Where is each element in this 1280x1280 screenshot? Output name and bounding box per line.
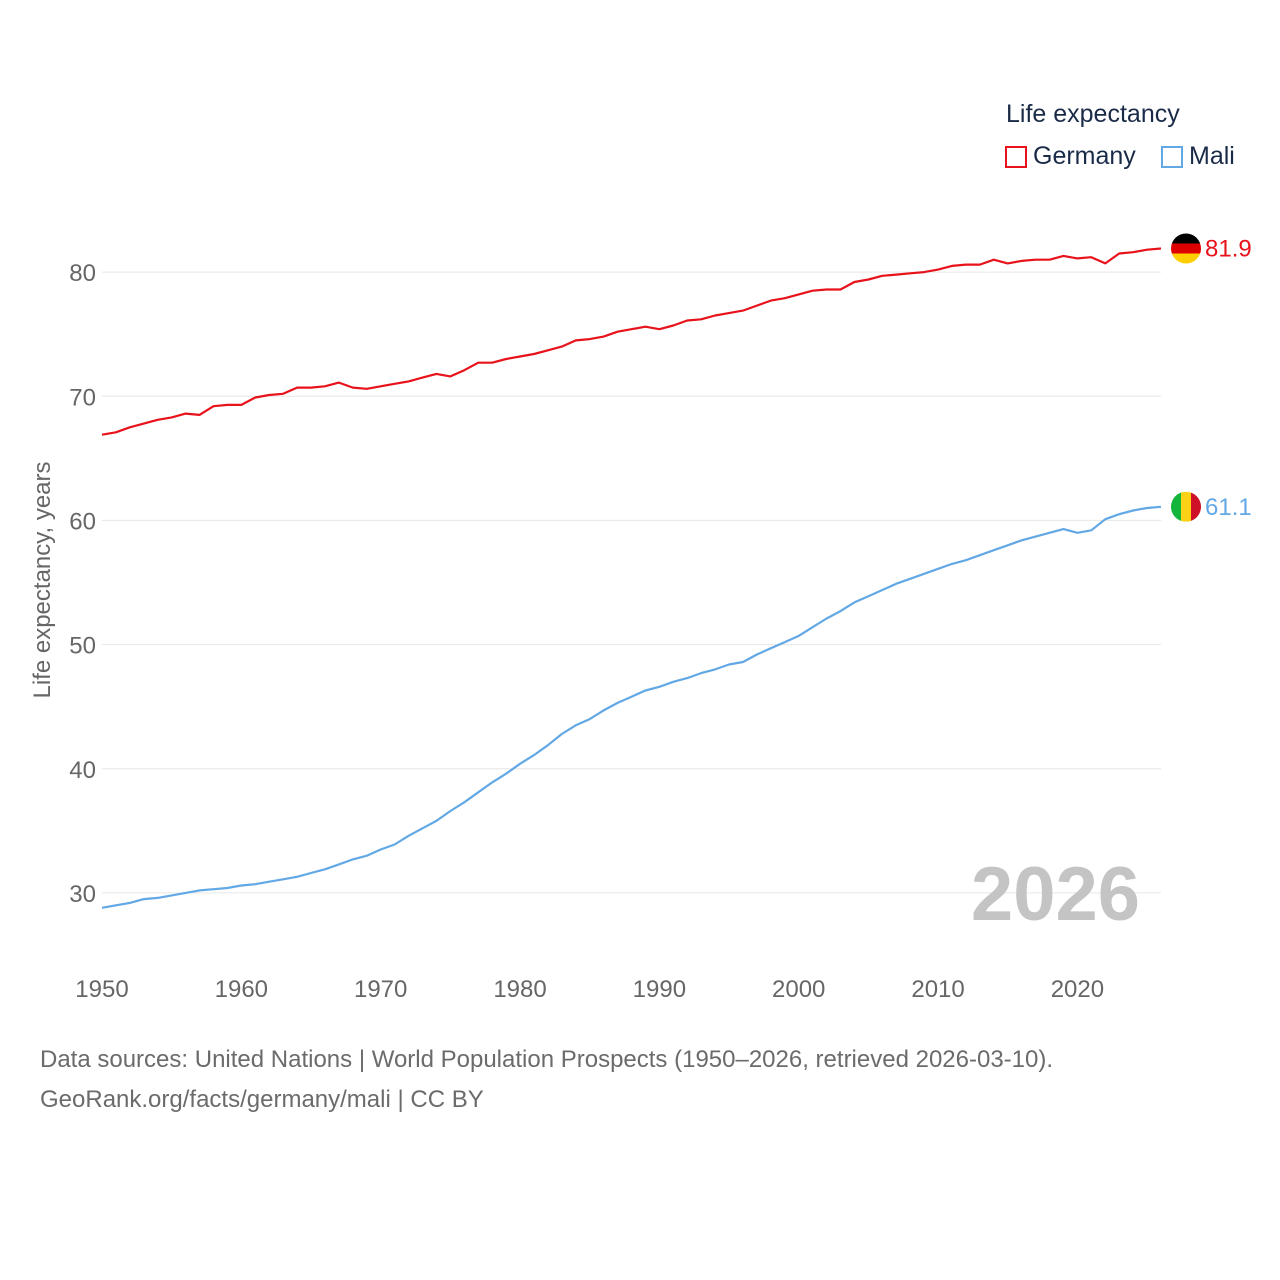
end-value-label-germany: 81.9 <box>1205 235 1252 262</box>
legend-label-mali: Mali <box>1189 142 1235 170</box>
legend-label-germany: Germany <box>1033 142 1136 170</box>
attribution-link[interactable]: GeoRank.org/facts/germany/mali | CC BY <box>40 1086 484 1113</box>
y-tick-label-40: 40 <box>69 757 96 784</box>
y-tick-label-50: 50 <box>69 633 96 660</box>
series-line-germany <box>101 247 1162 436</box>
x-tick-label-1950: 1950 <box>75 976 128 1003</box>
x-tick-label-2010: 2010 <box>911 976 964 1003</box>
x-tick-label-1990: 1990 <box>633 976 686 1003</box>
y-tick-label-80: 80 <box>69 260 96 287</box>
series-line-mali <box>101 505 1162 909</box>
x-tick-label-1980: 1980 <box>493 976 546 1003</box>
y-tick-label-30: 30 <box>69 881 96 908</box>
mali-flag-icon <box>1171 491 1201 522</box>
legend-swatch-mali <box>1161 145 1183 168</box>
end-value-label-mali: 61.1 <box>1205 494 1252 521</box>
x-tick-label-2000: 2000 <box>772 976 825 1003</box>
x-tick-label-1960: 1960 <box>215 976 268 1003</box>
legend-swatch-germany <box>1005 145 1027 168</box>
y-tick-label-60: 60 <box>69 508 96 535</box>
legend-item-germany[interactable]: Germany <box>1005 142 1136 171</box>
year-watermark: 2026 <box>971 852 1140 937</box>
y-axis-title: Life expectancy, years <box>29 461 56 698</box>
x-tick-label-1970: 1970 <box>354 976 407 1003</box>
data-source-text: Data sources: United Nations | World Pop… <box>40 1046 1054 1073</box>
legend-item-mali[interactable]: Mali <box>1161 142 1235 171</box>
x-tick-label-2020: 2020 <box>1051 976 1104 1003</box>
germany-flag-icon <box>1171 233 1201 264</box>
y-tick-label-70: 70 <box>69 384 96 411</box>
legend-title: Life expectancy <box>1006 100 1180 128</box>
